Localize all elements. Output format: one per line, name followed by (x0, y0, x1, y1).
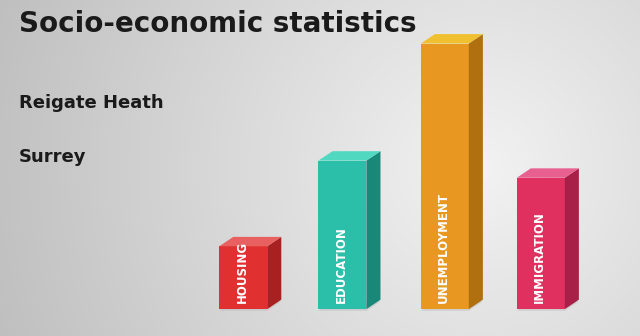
Polygon shape (268, 237, 282, 309)
Polygon shape (421, 301, 483, 311)
Polygon shape (319, 161, 366, 309)
Text: Reigate Heath: Reigate Heath (19, 94, 164, 112)
Polygon shape (517, 168, 579, 178)
Polygon shape (564, 168, 579, 309)
Text: UNEMPLOYMENT: UNEMPLOYMENT (437, 192, 450, 303)
Polygon shape (421, 44, 468, 309)
Text: Surrey: Surrey (19, 148, 86, 166)
Polygon shape (219, 301, 282, 311)
Polygon shape (319, 301, 380, 311)
Text: EDUCATION: EDUCATION (335, 226, 348, 303)
Polygon shape (421, 34, 483, 44)
Polygon shape (366, 151, 380, 309)
Text: Socio-economic statistics: Socio-economic statistics (19, 10, 417, 38)
Polygon shape (517, 301, 579, 311)
Text: HOUSING: HOUSING (236, 241, 248, 303)
Text: IMMIGRATION: IMMIGRATION (533, 211, 546, 303)
Polygon shape (219, 237, 282, 246)
Polygon shape (517, 178, 564, 309)
Polygon shape (319, 151, 380, 161)
Polygon shape (468, 34, 483, 309)
Polygon shape (219, 246, 268, 309)
